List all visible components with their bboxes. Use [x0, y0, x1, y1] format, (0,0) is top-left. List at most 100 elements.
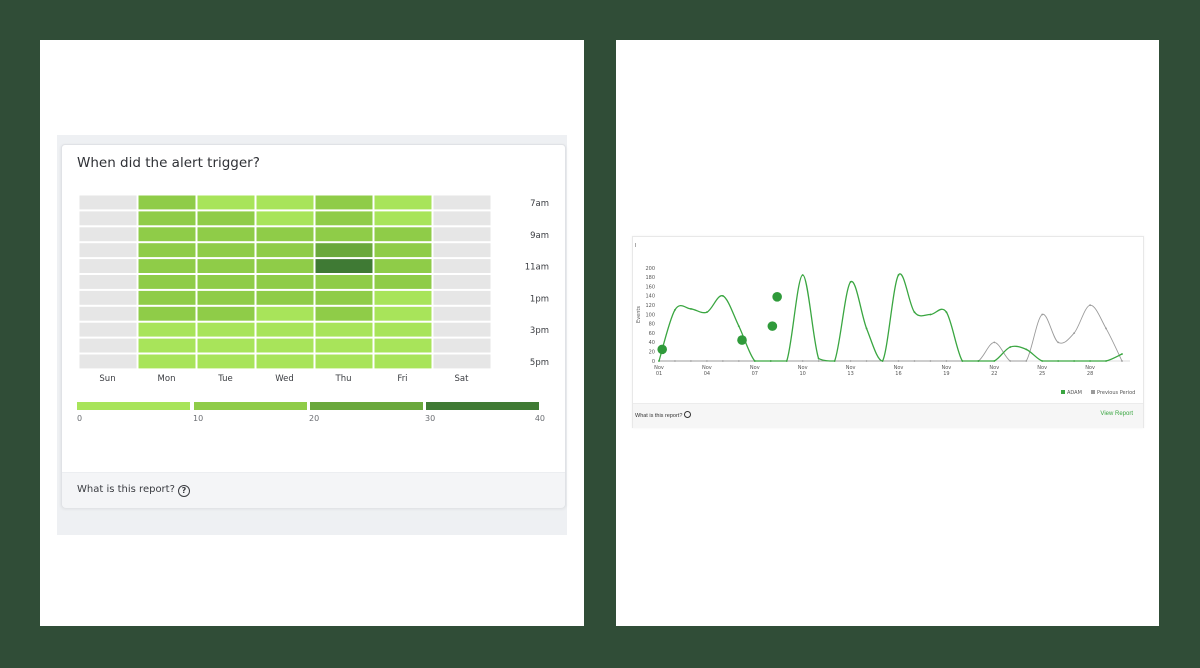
- legend-tick: 30: [425, 414, 435, 423]
- heatmap-cell: [433, 322, 491, 337]
- heatmap-cell: [315, 322, 373, 337]
- heatmap-cell: [374, 306, 432, 321]
- series-point: [674, 308, 676, 311]
- x-tick-day: 28: [1087, 371, 1093, 377]
- heatmap-cell: [256, 243, 314, 258]
- heatmap-cell: [79, 306, 137, 321]
- help-icon[interactable]: [684, 411, 692, 418]
- day-label: Fri: [397, 374, 407, 384]
- legend-swatch: [1091, 390, 1095, 394]
- series-point: [913, 360, 916, 362]
- card-separator: [57, 520, 567, 528]
- legend-tick: 20: [309, 414, 319, 423]
- x-tick-day: 04: [704, 371, 710, 377]
- x-tick-month: Nov: [702, 365, 712, 371]
- series-point: [1105, 327, 1107, 330]
- y-tick-label: 60: [649, 331, 655, 337]
- x-tick-day: 25: [1039, 371, 1045, 377]
- heatmap-cell: [138, 227, 196, 242]
- day-label: Mon: [158, 374, 176, 384]
- heatmap-cell: [197, 259, 255, 273]
- highlight-marker: [772, 292, 782, 302]
- series-point: [785, 360, 788, 362]
- hour-label: 9am: [530, 231, 549, 241]
- heatmap-cell: [79, 338, 137, 353]
- heatmap-cell: [374, 322, 432, 337]
- series-point: [658, 360, 660, 362]
- heatmap-cell: [374, 290, 432, 305]
- day-label: Tue: [217, 374, 233, 384]
- series-point: [865, 360, 868, 362]
- series-point: [1073, 360, 1076, 362]
- heatmap-cell: [197, 322, 255, 337]
- heatmap-cell: [374, 195, 432, 210]
- heatmap-cell: [256, 195, 314, 210]
- heatmap-cell: [315, 259, 373, 273]
- hour-label: 1pm: [530, 294, 549, 304]
- series-point: [1105, 360, 1107, 362]
- heatmap-cell: [433, 211, 491, 226]
- heatmap-cell: [374, 243, 432, 258]
- what-is-this-report-link[interactable]: What is this report?: [635, 411, 692, 419]
- x-tick-month: Nov: [989, 365, 999, 371]
- corner-label: I: [635, 243, 636, 249]
- heatmap-cell: [138, 290, 196, 305]
- y-tick-label: 140: [645, 294, 655, 300]
- card-title: When did the alert trigger?: [77, 155, 260, 171]
- series-point: [977, 360, 980, 362]
- heatmap-cell: [197, 290, 255, 305]
- day-label: Thu: [335, 374, 352, 384]
- x-tick-month: Nov: [846, 365, 856, 371]
- heatmap-cell: [197, 275, 255, 289]
- heatmap-chart: Sun Mon Tue Wed Thu Fri Sat 7am 9am 11am 1pm 3pm 5pm…: [77, 195, 549, 423]
- series-point: [945, 311, 948, 314]
- heatmap-cell: [433, 227, 491, 242]
- y-tick-label: 180: [645, 275, 655, 281]
- series-point: [865, 327, 868, 330]
- series-point: [897, 360, 900, 362]
- series-point: [705, 360, 708, 362]
- highlight-marker: [657, 344, 667, 355]
- series-point: [1089, 360, 1091, 362]
- heatmap-cell: [197, 306, 255, 321]
- series-point: [1057, 341, 1060, 344]
- heatmap-cell: [79, 290, 137, 305]
- heatmap-cell: [79, 227, 137, 242]
- heatmap-cell: [374, 354, 432, 369]
- heatmap-cell: [374, 338, 432, 353]
- what-is-this-report-link[interactable]: What is this report??: [77, 484, 190, 497]
- heatmap-cell: [315, 290, 373, 305]
- series-point: [929, 360, 932, 362]
- series-point: [993, 341, 996, 344]
- view-report-link[interactable]: View Report: [1100, 411, 1133, 417]
- series-point: [737, 325, 740, 328]
- heatmap-cell: [433, 338, 491, 353]
- series-point: [737, 360, 740, 362]
- legend-swatch: [310, 402, 423, 410]
- heatmap-cell: [374, 227, 432, 242]
- hour-label: 5pm: [530, 358, 549, 368]
- help-icon[interactable]: ?: [177, 485, 190, 497]
- heatmap-cell: [79, 259, 137, 273]
- series-point: [690, 308, 692, 310]
- linechart-panel: I 0 20 40 60 80 100 120 140 160 180 200 Events Nov 01 N…: [616, 40, 1159, 626]
- y-tick-label: 40: [649, 340, 655, 346]
- heatmap-cell: [256, 338, 314, 353]
- heatmap-cell: [315, 338, 373, 353]
- heatmap-cell: [374, 211, 432, 226]
- series-point: [721, 360, 724, 362]
- heatmap-cell: [256, 259, 314, 273]
- series-point: [1025, 360, 1028, 362]
- x-tick-month: Nov: [942, 365, 952, 371]
- heatmap-cell: [374, 275, 432, 289]
- highlight-marker: [767, 321, 778, 331]
- heatmap-cell: [256, 306, 314, 321]
- card-footer[interactable]: What is this report??: [62, 472, 565, 508]
- card-footer: What is this report? View Report: [633, 403, 1143, 428]
- series-point: [1041, 313, 1044, 316]
- y-tick-label: 80: [649, 322, 655, 328]
- x-tick-month: Nov: [798, 365, 808, 371]
- y-axis-label: Events: [636, 306, 642, 323]
- heatmap-cell: [433, 290, 491, 305]
- series-point: [674, 360, 676, 362]
